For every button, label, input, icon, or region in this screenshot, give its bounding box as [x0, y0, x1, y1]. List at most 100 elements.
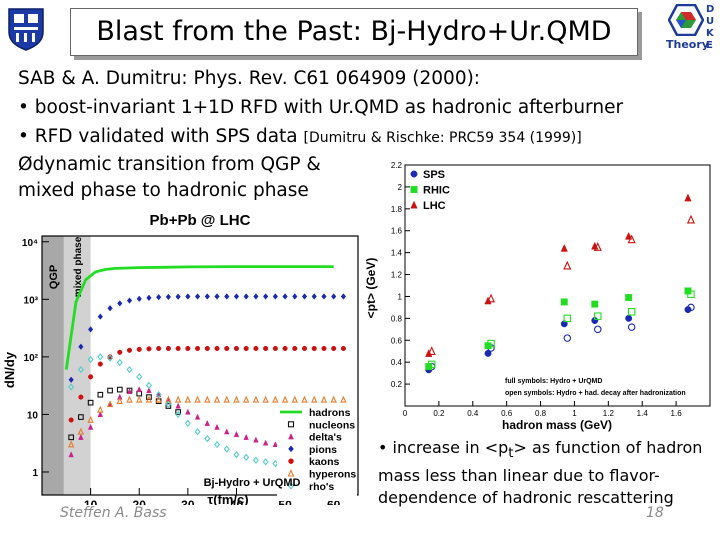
- point-pions: [156, 293, 162, 301]
- point-hyperons: [204, 395, 211, 403]
- point-deltas: [87, 423, 94, 430]
- point-rhos: [262, 458, 269, 466]
- point-hyperons: [77, 427, 85, 435]
- x-axis-label: hadron mass (GeV): [502, 418, 612, 432]
- x-tick-label: 1.6: [671, 409, 683, 418]
- y-tick-label: 1.2: [391, 271, 403, 280]
- x-tick-label: 0.4: [467, 409, 479, 418]
- point-pions: [107, 305, 113, 312]
- point-deltas: [214, 423, 220, 430]
- y-tick-label: 10: [27, 410, 39, 421]
- x-tick-label: 0.8: [535, 409, 547, 418]
- x-tick-label: 1.2: [603, 409, 615, 418]
- point-full-rhic: [591, 300, 599, 308]
- point-rhos: [145, 381, 152, 390]
- legend-label-rhos: rho's: [309, 481, 334, 493]
- point-rhos: [116, 358, 123, 367]
- point-deltas: [146, 387, 152, 394]
- point-deltas: [185, 408, 191, 415]
- point-kaons: [185, 345, 191, 352]
- reference-line: SAB & A. Dumitru: Phys. Rev. C61 064909 …: [18, 68, 481, 89]
- point-full-lhc: [684, 193, 692, 202]
- note-text-after: > as function of hadron mass less than l…: [378, 438, 703, 508]
- point-kaons: [282, 345, 288, 352]
- point-kaons: [311, 345, 317, 352]
- y-tick-label: 1.8: [391, 205, 403, 214]
- logo-theory-label: Theory: [666, 38, 709, 51]
- point-full-sps: [684, 306, 692, 314]
- point-open-lhc: [486, 293, 496, 303]
- point-kaons: [243, 345, 249, 352]
- legend-label-pions: pions: [309, 444, 337, 456]
- plot-frame: [404, 164, 711, 407]
- point-hyperons: [106, 400, 114, 408]
- page-number: 18: [646, 505, 664, 521]
- point-nucleons: [107, 387, 113, 394]
- y-tick-label: 0.2: [391, 380, 403, 389]
- point-kaons: [204, 345, 210, 352]
- y-tick-label: 1: [398, 292, 403, 301]
- point-pions: [204, 293, 210, 300]
- x-tick-label: 1: [572, 409, 577, 418]
- pt-increase-note: • increase in <pt> as function of hadron…: [378, 437, 713, 509]
- point-hyperons: [301, 395, 308, 403]
- point-pions: [126, 297, 133, 304]
- point-kaons: [165, 345, 171, 352]
- point-deltas: [175, 402, 181, 409]
- legend-label-kaons: kaons: [309, 456, 340, 468]
- arrow-bullet-transition-cont: mixed phase to hadronic phase: [18, 180, 309, 201]
- point-kaons: [195, 345, 201, 352]
- legend-marker-rhic: [410, 186, 418, 193]
- point-hyperons: [87, 415, 94, 423]
- point-rhos: [252, 456, 259, 464]
- point-rhos: [243, 453, 250, 461]
- qgp-label: QGP: [48, 265, 60, 289]
- x-tick-label: 60: [327, 498, 341, 505]
- point-kaons: [233, 345, 240, 352]
- point-pions: [301, 293, 308, 300]
- point-deltas: [253, 436, 259, 443]
- y-tick-label: 1.6: [391, 227, 403, 236]
- point-deltas: [262, 439, 269, 446]
- point-hyperons: [155, 395, 162, 403]
- x-tick-label: 20: [133, 498, 147, 505]
- point-hyperons: [262, 395, 269, 403]
- citation-dumitru-rischke: [Dumitru & Rischke: PRC59 354 (1999)]: [303, 130, 582, 146]
- point-full-lhc: [484, 296, 492, 305]
- point-deltas: [204, 419, 210, 426]
- point-open-sps: [563, 334, 572, 342]
- point-kaons: [126, 347, 133, 353]
- point-nucleons: [165, 403, 172, 409]
- point-kaons: [146, 346, 152, 352]
- point-open-lhc: [563, 260, 572, 270]
- point-hyperons: [243, 395, 250, 403]
- point-pions: [282, 293, 288, 300]
- point-nucleons: [175, 409, 181, 415]
- point-full-sps: [484, 349, 492, 357]
- point-kaons: [88, 374, 94, 380]
- chart-title: Pb+Pb @ LHC: [150, 212, 251, 229]
- legend-label-nucleons: nucleons: [309, 419, 355, 431]
- point-full-rhic: [625, 294, 633, 302]
- pt-mass-chart: 0 0.2 0.4 0.6 0.8 1 1.2 1.4 1.6 hadron mass (GeV)…: [365, 161, 711, 432]
- logo-letter-d: D: [706, 4, 715, 15]
- point-open-sps: [627, 323, 636, 331]
- point-rhos: [223, 445, 230, 453]
- point-full-rhic: [560, 298, 568, 306]
- legend-box: [277, 405, 357, 501]
- point-pions: [87, 326, 94, 333]
- point-hyperons: [116, 397, 123, 405]
- point-kaons: [224, 345, 230, 352]
- point-rhos: [204, 434, 211, 443]
- point-pions: [292, 293, 298, 300]
- point-kaons: [117, 349, 123, 355]
- point-pions: [272, 293, 278, 300]
- point-nucleons: [97, 391, 104, 398]
- arrow-bullet-transition: Ødynamic transition from QGP &: [18, 154, 321, 175]
- y-tick-label: 10⁴: [22, 238, 38, 249]
- point-full-lhc: [560, 243, 568, 252]
- x-tick-label: 0: [403, 409, 408, 418]
- point-open-rhic: [627, 308, 636, 316]
- point-rhos: [136, 373, 143, 381]
- point-rhos: [87, 355, 94, 364]
